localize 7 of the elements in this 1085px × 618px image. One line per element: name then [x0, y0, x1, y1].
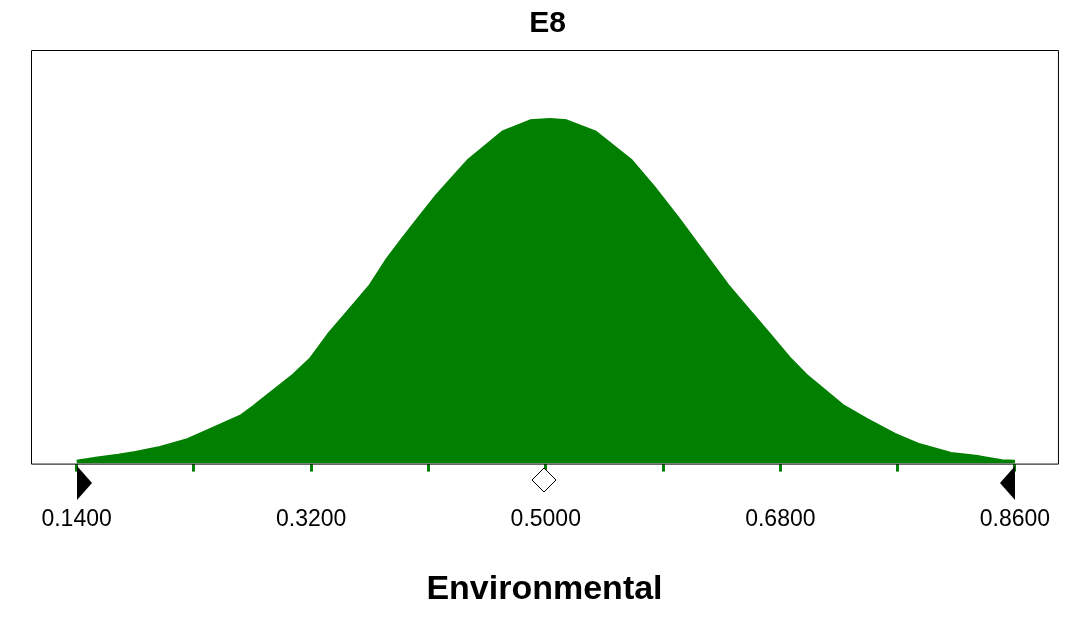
x-tick-label: 0.1400 [41, 504, 112, 531]
x-tick-label: 0.3200 [276, 504, 347, 531]
x-tick-label: 0.6800 [745, 504, 816, 531]
x-tick-label: 0.5000 [510, 504, 581, 531]
x-tick-label: 0.8600 [979, 504, 1051, 531]
chart-title: E8 [529, 5, 566, 39]
x-axis-title: Environmental [426, 567, 663, 606]
